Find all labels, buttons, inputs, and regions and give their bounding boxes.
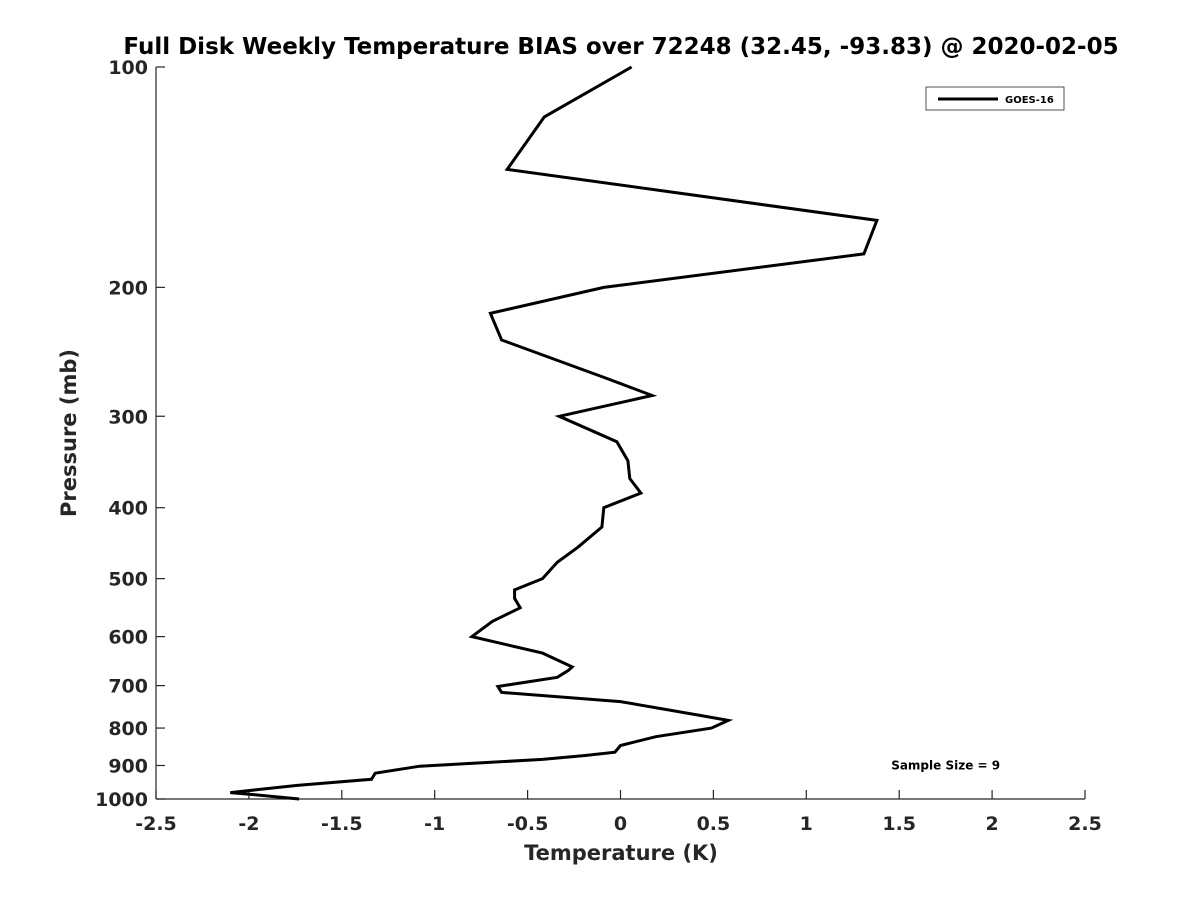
y-tick-label: 800 <box>108 718 148 740</box>
legend: GOES-16 <box>925 86 1065 111</box>
y-axis-label: Pressure (mb) <box>57 349 81 517</box>
y-tick-label: 1000 <box>95 789 148 811</box>
x-tick-label: 2.5 <box>1068 813 1102 835</box>
x-tick-label: 0.5 <box>697 813 731 835</box>
series-line-goes-16 <box>230 65 879 801</box>
x-tick-label: -1 <box>424 813 445 835</box>
y-tick-label: 200 <box>108 277 148 299</box>
y-tick-label: 600 <box>108 627 148 649</box>
y-tick-label: 900 <box>108 756 148 778</box>
y-axis-ticks: 100 200 300 400 500 600 700 800 900 1000 <box>95 57 165 811</box>
y-tick-label: 100 <box>108 57 148 79</box>
x-tick-label: 1.5 <box>882 813 916 835</box>
sample-size-annotation: Sample Size = 9 <box>891 759 1000 773</box>
y-tick-label: 700 <box>108 676 148 698</box>
x-tick-label: -2 <box>238 813 259 835</box>
y-tick-label: 300 <box>108 406 148 428</box>
x-tick-label: 0 <box>614 813 627 835</box>
x-tick-label: -0.5 <box>507 813 549 835</box>
x-tick-label: -1.5 <box>321 813 363 835</box>
x-axis-label: Temperature (K) <box>524 841 718 865</box>
legend-label-goes-16: GOES-16 <box>1005 95 1054 106</box>
y-tick-label: 400 <box>108 498 148 520</box>
series-layer <box>230 65 879 801</box>
x-axis-ticks: -2.5 -2 -1.5 -1 -0.5 0 0.5 1 1.5 2 2.5 <box>135 790 1102 835</box>
y-tick-label: 500 <box>108 569 148 591</box>
x-tick-label: -2.5 <box>135 813 177 835</box>
plot-area <box>156 67 1085 799</box>
x-tick-label: 1 <box>800 813 813 835</box>
chart-title: Full Disk Weekly Temperature BIAS over 7… <box>123 34 1118 60</box>
x-tick-label: 2 <box>985 813 998 835</box>
